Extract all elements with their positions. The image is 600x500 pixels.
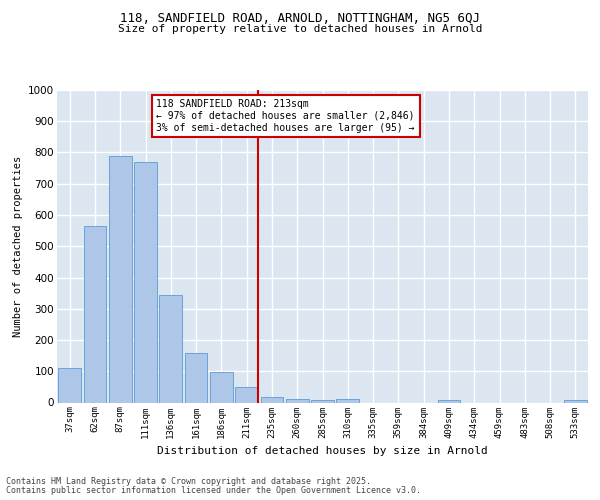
Text: Size of property relative to detached houses in Arnold: Size of property relative to detached ho… (118, 24, 482, 34)
Bar (58, 368, 81, 402)
Bar (109, 156, 131, 402)
Bar (311, 400, 334, 402)
Bar (260, 397, 283, 402)
Bar (286, 399, 308, 402)
Bar (185, 352, 208, 403)
Bar (160, 294, 182, 403)
Text: Contains public sector information licensed under the Open Government Licence v3: Contains public sector information licen… (6, 486, 421, 495)
Text: 118 SANDFIELD ROAD: 213sqm
← 97% of detached houses are smaller (2,846)
3% of se: 118 SANDFIELD ROAD: 213sqm ← 97% of deta… (157, 100, 415, 132)
Bar (564, 400, 587, 402)
Bar (210, 372, 233, 402)
Bar (134, 162, 157, 402)
Y-axis label: Number of detached properties: Number of detached properties (13, 156, 23, 337)
Text: 118, SANDFIELD ROAD, ARNOLD, NOTTINGHAM, NG5 6QJ: 118, SANDFIELD ROAD, ARNOLD, NOTTINGHAM,… (120, 12, 480, 26)
Bar (83, 226, 106, 402)
Bar (337, 400, 359, 402)
Bar (437, 400, 460, 402)
Text: Contains HM Land Registry data © Crown copyright and database right 2025.: Contains HM Land Registry data © Crown c… (6, 477, 371, 486)
Bar (235, 387, 258, 402)
X-axis label: Distribution of detached houses by size in Arnold: Distribution of detached houses by size … (157, 446, 488, 456)
